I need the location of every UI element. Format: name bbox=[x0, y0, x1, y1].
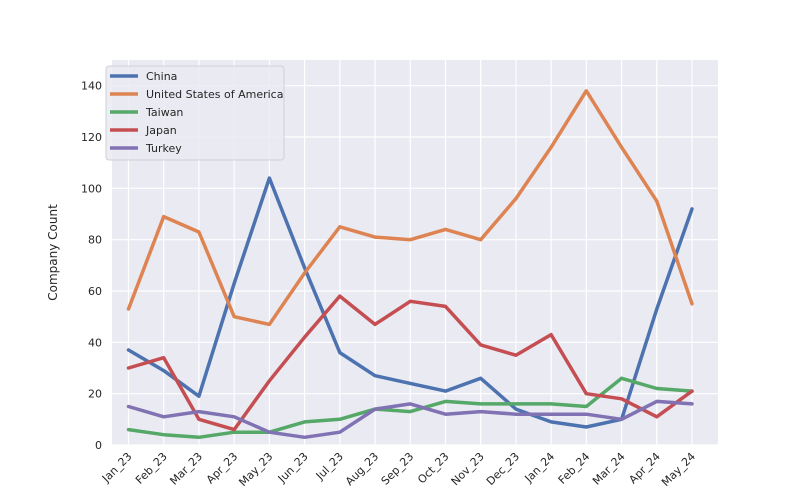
x-tick-label: May_24 bbox=[659, 450, 698, 489]
x-tick-label: Mar_24 bbox=[590, 450, 628, 488]
x-tick-label: Mar_23 bbox=[167, 450, 205, 488]
x-tick-label: Dec_23 bbox=[484, 450, 522, 488]
y-tick-label: 0 bbox=[95, 439, 102, 452]
x-tick-label: Jan_23 bbox=[99, 450, 135, 486]
x-tick-label: Apr_24 bbox=[626, 450, 662, 486]
y-tick-label: 60 bbox=[88, 285, 102, 298]
x-tick-label: Jun_23 bbox=[275, 450, 311, 486]
x-tick-label: Jan_24 bbox=[522, 450, 558, 486]
legend-box bbox=[105, 65, 285, 161]
y-tick-label: 40 bbox=[88, 336, 102, 349]
series-line-united-states-of-america bbox=[126, 89, 694, 327]
legend-label: China bbox=[146, 70, 177, 83]
y-tick-label: 100 bbox=[81, 182, 102, 195]
x-tick-label: Sep_23 bbox=[379, 450, 417, 488]
y-tick-label: 140 bbox=[81, 80, 102, 93]
x-tick-label: Nov_23 bbox=[449, 450, 487, 488]
y-tick-label: 20 bbox=[88, 388, 102, 401]
y-axis-label: Company Count bbox=[46, 204, 60, 301]
series-line-turkey bbox=[126, 399, 694, 440]
legend-label: Turkey bbox=[145, 142, 182, 155]
y-tick-labels: 0 20 40 60 80 100 120 140 bbox=[81, 80, 102, 452]
series-line-japan bbox=[126, 294, 694, 432]
legend-label: Japan bbox=[145, 124, 177, 137]
series-lines bbox=[126, 89, 694, 440]
x-tick-label: Aug_23 bbox=[343, 450, 381, 488]
legend: China United States of America Taiwan Japan… bbox=[105, 65, 285, 161]
legend-label: Taiwan bbox=[145, 106, 183, 119]
x-tick-label: May_23 bbox=[236, 450, 275, 489]
y-tick-label: 120 bbox=[81, 131, 102, 144]
legend-label: United States of America bbox=[146, 88, 283, 101]
y-tick-label: 80 bbox=[88, 234, 102, 247]
series-line-china bbox=[126, 176, 694, 429]
x-tick-label: Jul_23 bbox=[313, 450, 346, 483]
x-tick-label: Feb_24 bbox=[556, 450, 593, 487]
x-tick-label: Apr_23 bbox=[204, 450, 240, 486]
x-tick-label: Oct_23 bbox=[415, 450, 451, 486]
x-tick-label: Feb_23 bbox=[133, 450, 170, 487]
